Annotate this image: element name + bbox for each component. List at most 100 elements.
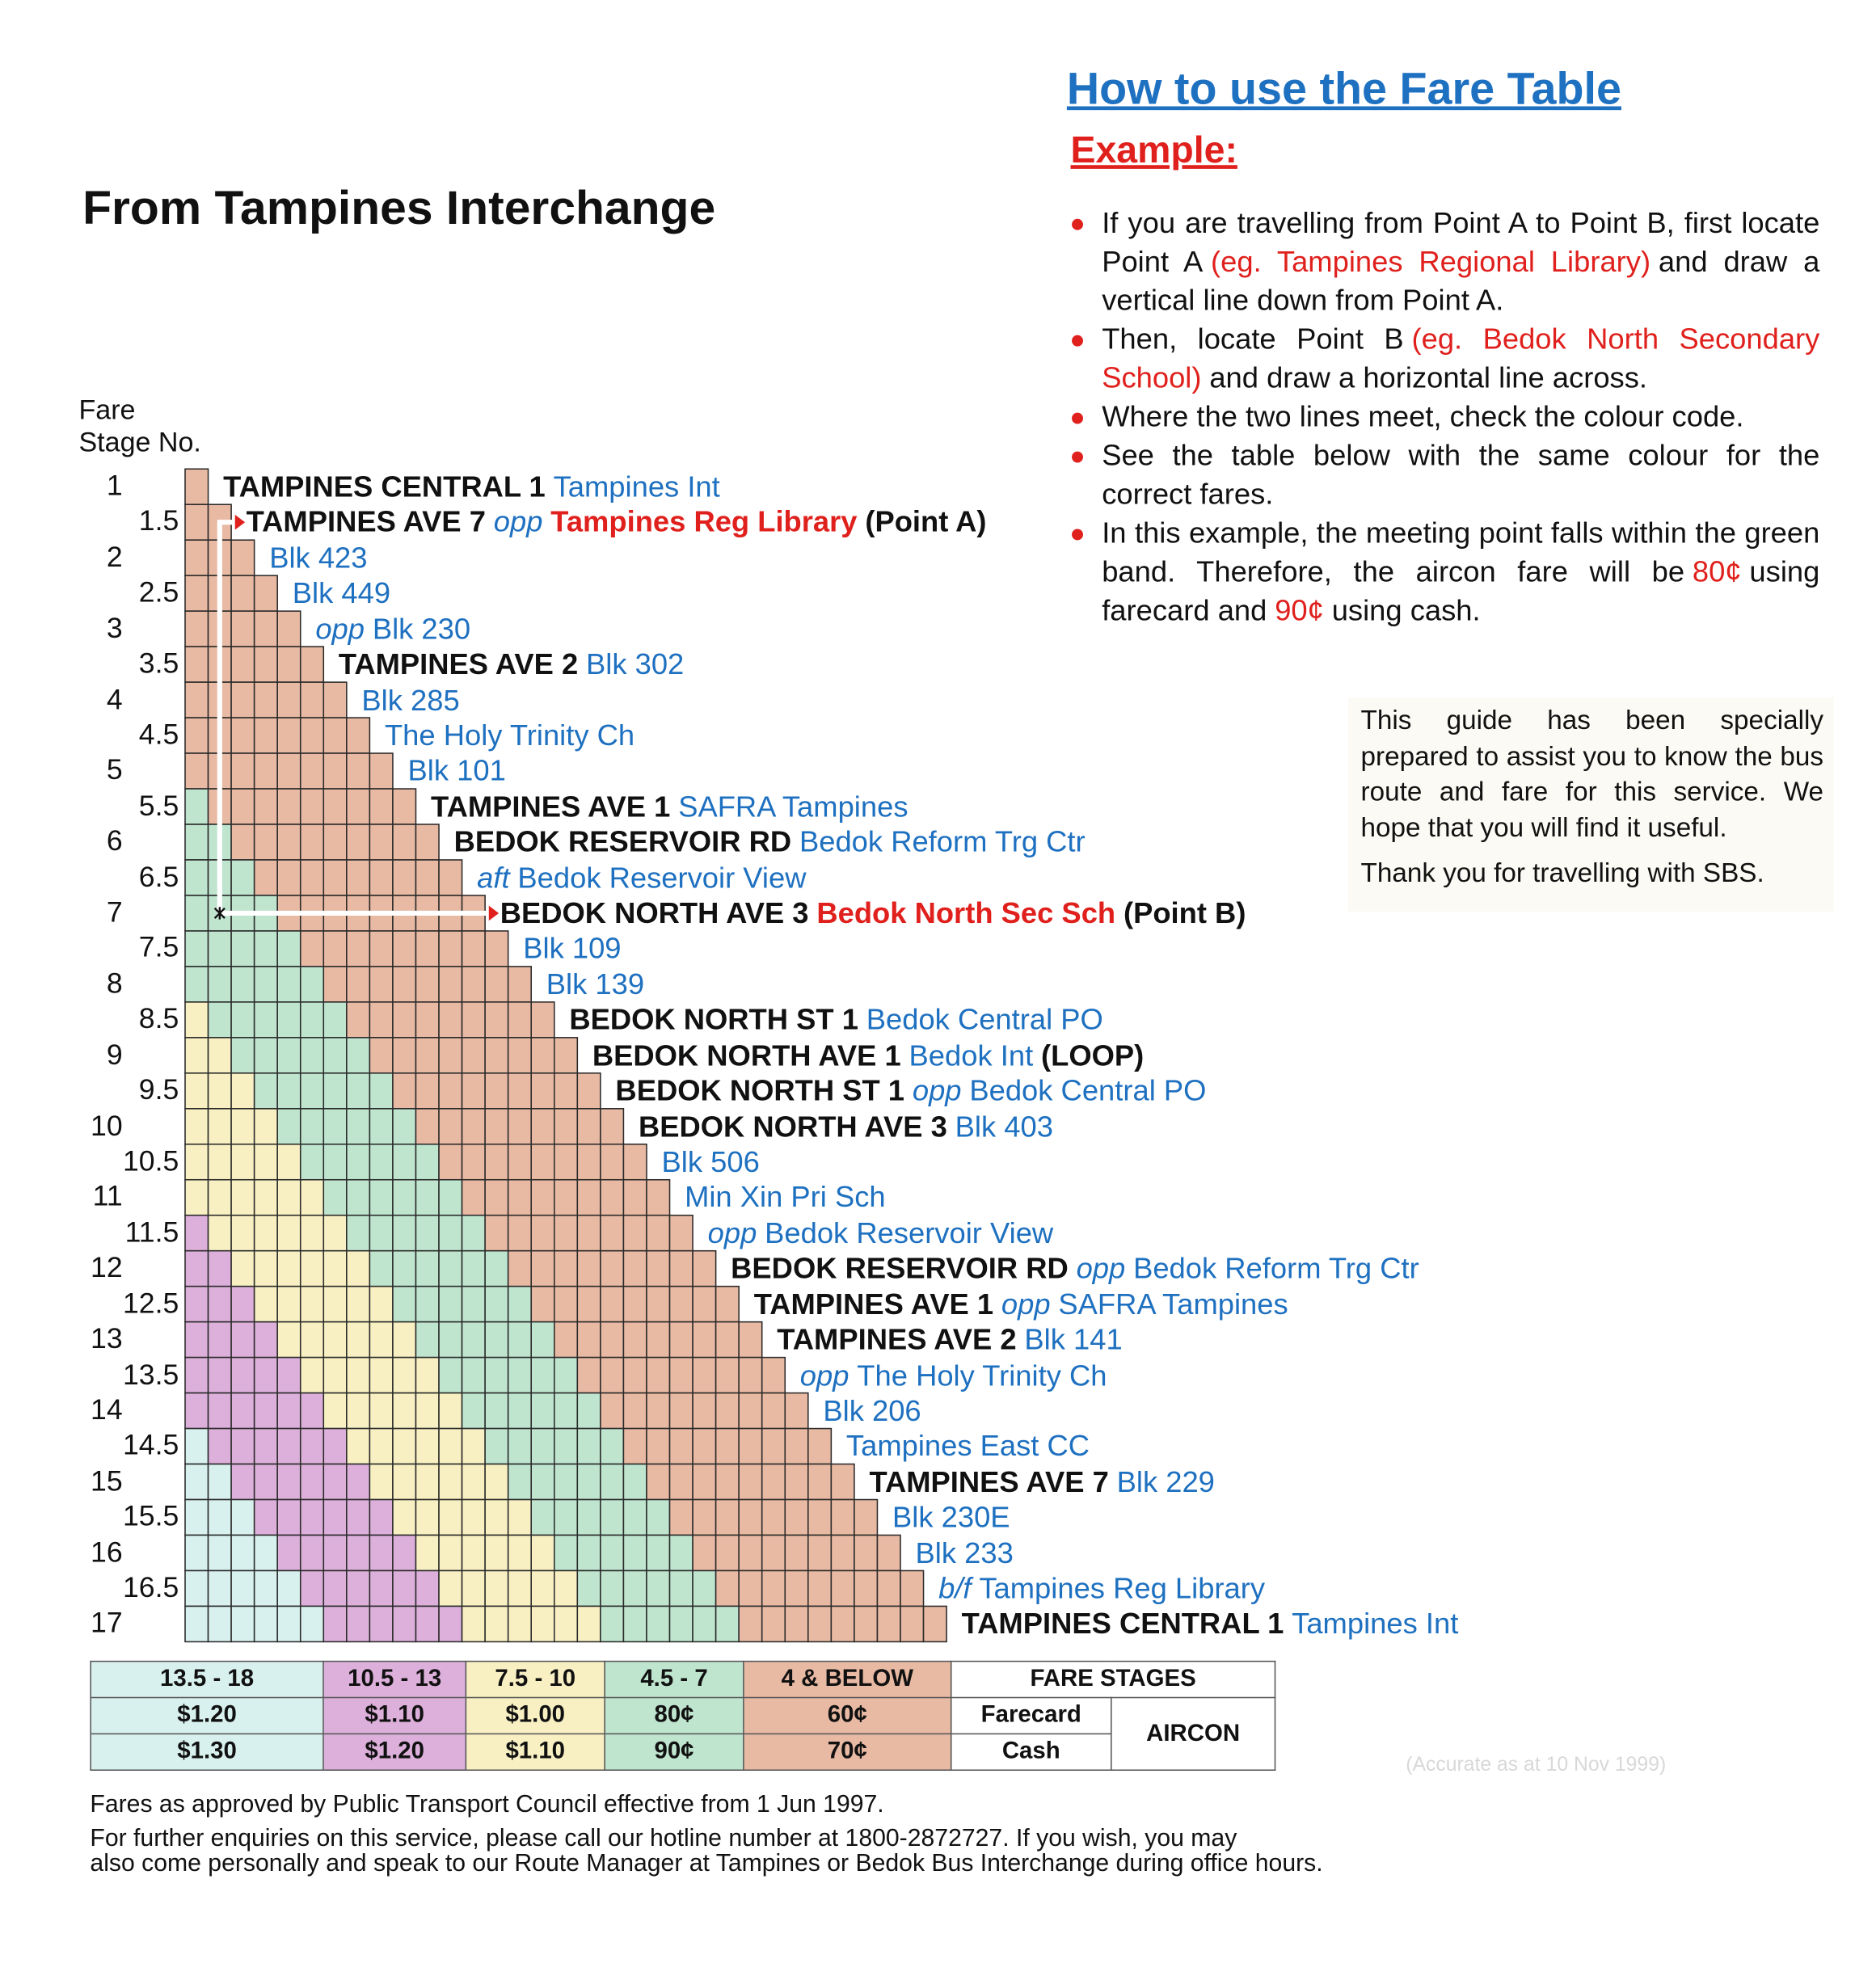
stage-number: 2.5 [138,575,179,609]
fare-cell [438,1144,463,1181]
fare-cell [346,1249,371,1287]
fare-cell [646,1249,671,1287]
fare-cell [554,1037,579,1074]
stop-label: opp Bedok Reservoir View [708,1216,1054,1250]
fare-cell [299,1498,325,1536]
fare-cell [415,1144,440,1181]
stop-text: Tampines Reg Library [550,505,858,538]
fare-cell [253,1001,278,1039]
fare-cell [646,1427,671,1465]
fare-cell [715,1498,740,1536]
fare-cell [438,1498,463,1536]
fare-cell [900,1569,925,1607]
fare-cell [461,1392,486,1430]
fare-cell [346,1463,371,1501]
fare-cell [299,1285,325,1323]
fare-cell [554,1285,579,1323]
fare-cell [668,1392,693,1430]
stop-label: BEDOK NORTH AVE 3 Blk 403 [639,1109,1053,1144]
fare-cell [299,1249,325,1287]
fare-cell [276,1392,301,1430]
fare-cell [530,1285,555,1323]
stop-text: Blk 449 [292,576,391,609]
step-text: (eg. Bedok North Secondary School) [1102,322,1820,394]
fare-cell [600,1427,625,1465]
fare-cell [530,1569,555,1607]
fare-cell [554,1534,579,1572]
fare-cell [369,930,394,967]
fare-cell [369,752,394,790]
step-text: 80¢ [1692,555,1742,588]
fare-cell [184,1285,209,1323]
fare-cell [346,1001,371,1039]
fare-cell [715,1285,740,1323]
fare-cell [692,1285,717,1323]
fare-cell [622,1356,647,1394]
fare-cell [668,1285,693,1323]
fare-cell [369,859,394,896]
fare-cell [392,1321,417,1359]
fare-cell [346,1108,371,1145]
stop-text: Blk 230 [372,612,471,645]
footer-text: Fares as approved by Public Transport Co… [90,1790,884,1818]
fare-cell [415,966,440,1003]
stage-number: 6 [106,824,123,857]
fare-cell [299,1321,325,1359]
fare-cell [738,1534,763,1572]
step-text: In this example, the meeting point falls… [1102,516,1820,588]
stop-text: Blk 139 [546,967,645,1001]
fare-cell [784,1463,809,1501]
stop-label: BEDOK NORTH AVE 1 Bedok Int (LOOP) [592,1038,1144,1072]
fare-cell [207,966,232,1003]
stop-text: Tampines Int [553,470,720,503]
fare-row: $1.20 $1.10 $1.00 80¢ 60¢ Farecard AIRCON [90,1696,1276,1772]
stop-text: TAMPINES AVE 7 [869,1465,1109,1498]
fare-cell [507,1249,533,1287]
fare-cell [622,1144,647,1181]
fare-cell [576,1321,601,1359]
fare-cell [276,1356,301,1394]
fare-cell [784,1605,809,1643]
fare-cell [461,930,486,967]
fare-cell [346,1356,371,1394]
fare-cell [299,788,325,825]
fare-cell [276,1214,301,1252]
fare-cell [392,1108,417,1145]
fare-cell [184,1249,209,1287]
fare-cell [576,1392,601,1430]
fare-cell [369,1356,394,1394]
fare-cell [461,1463,486,1501]
fare-cell [554,1356,579,1394]
fare-cell [530,1605,555,1643]
fare-cell [369,1072,394,1110]
stage-number: 15.5 [123,1499,179,1532]
fare-cell [207,1178,232,1216]
guide-steps: If you are travelling from Point A to Po… [1069,204,1819,630]
accuracy-note: (Accurate as at 10 Nov 1999) [1406,1754,1667,1776]
step-text: and draw a horizontal line across. [1209,361,1648,394]
fare-cell [184,1392,209,1430]
fare-cell [692,1605,717,1643]
stop-text: Bedok Reservoir View [517,861,807,894]
fare-cell [415,859,440,896]
fare-cell [230,1178,255,1216]
fare-cell [230,1534,255,1572]
point-arrow [234,514,246,530]
fare-cell [415,1178,440,1216]
fare-cell [323,1498,348,1536]
fare-cell [184,824,209,861]
point-line [217,520,491,916]
fare-cell [184,610,209,647]
fare-cell [346,1427,371,1465]
fare-cell [692,1569,717,1607]
fare-cell [530,1427,555,1465]
fare-cell [392,930,417,967]
fare-cell [230,824,255,861]
stop-text: b/f [938,1572,972,1605]
stop-text: SAFRA Tampines [1058,1287,1288,1321]
fare-cell [230,1001,255,1039]
stage-number: 7 [106,895,123,929]
fare-cell [299,966,325,1003]
fare-cell [622,1427,647,1465]
